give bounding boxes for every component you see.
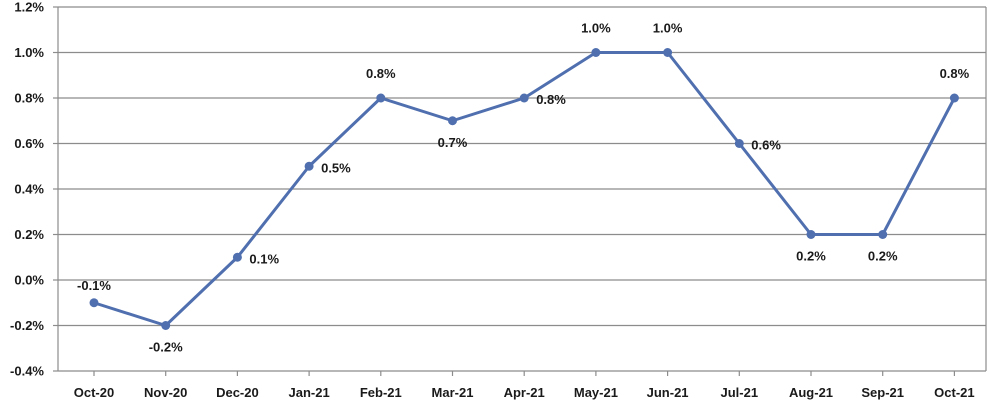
x-tick-label: Sep-21 <box>861 385 904 400</box>
data-label: 0.8% <box>536 92 566 107</box>
data-label: -0.1% <box>77 278 111 293</box>
data-label: 0.8% <box>940 66 970 81</box>
data-point-Oct-21 <box>949 93 959 103</box>
data-point-Mar-21 <box>448 116 457 126</box>
data-point-Oct-20 <box>89 298 99 308</box>
y-tick-label: 0.0% <box>14 273 44 288</box>
data-point-Nov-20 <box>161 321 171 330</box>
data-labels: -0.1% -0.2% 0.1% 0.5% 0.8% 0.7% 0.8% 1.0% 1.0% 0.… <box>77 21 970 355</box>
data-point-Jul-21 <box>734 139 744 148</box>
y-tick-label: 0.6% <box>14 136 44 151</box>
data-point-Feb-21 <box>376 93 386 103</box>
y-tick-label: 1.2% <box>14 0 44 15</box>
data-label: 0.5% <box>321 160 351 175</box>
data-label: 0.2% <box>868 249 898 264</box>
x-tick-label: Aug-21 <box>789 385 833 400</box>
x-tick-label: Jun-21 <box>647 385 689 400</box>
x-tick-label: May-21 <box>574 385 618 400</box>
data-label: 1.0% <box>653 21 683 36</box>
y-tick-label: 0.2% <box>14 227 44 242</box>
data-label: 0.7% <box>438 135 468 150</box>
data-point-May-21 <box>591 48 601 57</box>
y-tick-label: -0.2% <box>10 318 44 333</box>
data-point-Jan-21 <box>304 161 314 171</box>
grid-lines <box>53 6 987 376</box>
x-tick-label: Oct-21 <box>934 385 974 400</box>
x-tick-label: Nov-20 <box>144 385 187 400</box>
x-axis-tick-labels: Oct-20 Nov-20 Dec-20 Jan-21 Feb-21 Mar-21 Apr-… <box>74 385 975 400</box>
y-axis-tick-labels: 1.2% 1.0% 0.8% 0.6% 0.4% 0.2% 0.0% -0.2% -0.4% <box>10 0 44 379</box>
x-tick-label: Jul-21 <box>721 385 759 400</box>
y-tick-label: 0.4% <box>14 182 44 197</box>
data-point-Apr-21 <box>519 93 529 103</box>
x-tick-label: Dec-20 <box>216 385 259 400</box>
x-tick-label: Feb-21 <box>360 385 402 400</box>
y-tick-label: 0.8% <box>14 91 44 106</box>
y-tick-label: -0.4% <box>10 364 44 379</box>
x-tick-label: Apr-21 <box>504 385 545 400</box>
data-point-Dec-20 <box>232 252 242 262</box>
data-label: 0.1% <box>249 251 279 266</box>
series-line <box>89 48 959 330</box>
data-label: 0.2% <box>796 249 826 264</box>
x-tick-label: Oct-20 <box>74 385 114 400</box>
y-tick-label: 1.0% <box>14 45 44 60</box>
data-point-Jun-21 <box>663 48 673 57</box>
data-point-Sep-21 <box>878 230 888 239</box>
data-label: 1.0% <box>581 21 611 36</box>
data-point-Aug-21 <box>806 230 816 239</box>
data-label: 0.6% <box>751 138 781 153</box>
x-tick-label: Mar-21 <box>432 385 474 400</box>
data-label: -0.2% <box>149 340 183 355</box>
x-tick-label: Jan-21 <box>288 385 329 400</box>
data-label: 0.8% <box>366 66 396 81</box>
